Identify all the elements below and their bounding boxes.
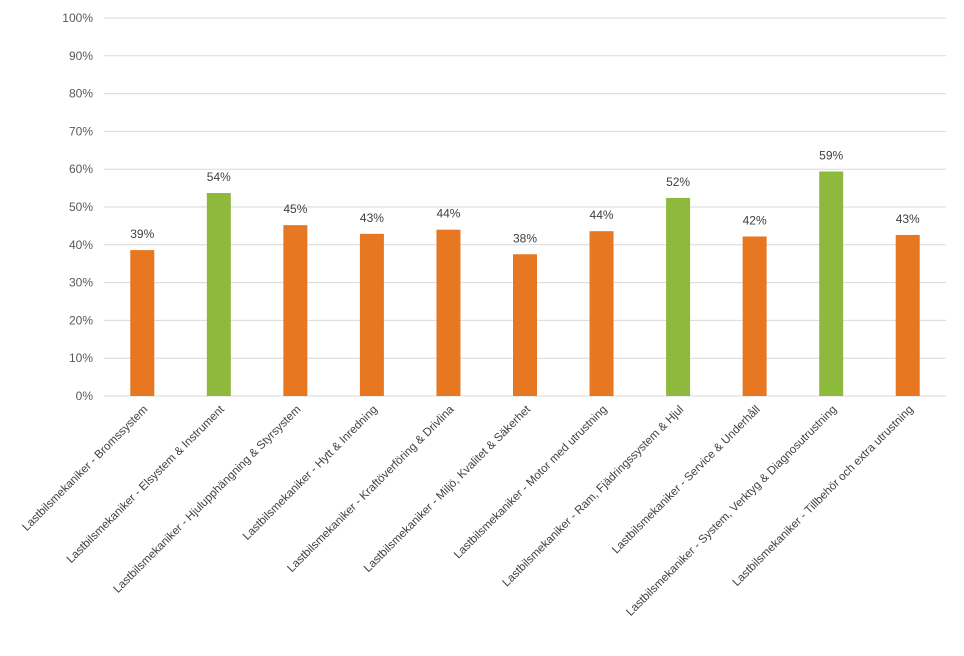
gridlines bbox=[104, 17, 946, 397]
x-category-label: Lastbilsmekaniker - Elsystem & Instrumen… bbox=[65, 403, 228, 566]
bar bbox=[130, 250, 155, 396]
x-category-label: Lastbilsmekaniker - Kraftöverföring & Dr… bbox=[285, 403, 457, 575]
data-label: 54% bbox=[207, 170, 231, 184]
y-tick-label: 60% bbox=[69, 162, 93, 176]
bar bbox=[513, 254, 537, 396]
x-axis-category-labels: Lastbilsmekaniker - BromssystemLastbilsm… bbox=[20, 403, 915, 619]
bar bbox=[666, 197, 691, 396]
data-label: 44% bbox=[590, 208, 614, 222]
x-category-label: Lastbilsmekaniker - Motor med utrustning bbox=[452, 404, 610, 562]
bar bbox=[283, 225, 308, 396]
data-label: 44% bbox=[436, 207, 460, 221]
bar bbox=[819, 171, 844, 396]
x-category-label: Lastbilsmekaniker - Service & Underhåll bbox=[610, 404, 763, 557]
bar bbox=[359, 233, 384, 396]
y-tick-label: 0% bbox=[76, 389, 94, 403]
x-category-label: Lastbilsmekaniker - Miljö, Kvalitet & Sä… bbox=[362, 403, 534, 575]
bar bbox=[436, 229, 461, 396]
y-tick-label: 80% bbox=[69, 87, 93, 101]
data-labels: 39% 54% 45% 43% 44% 38% 44% 52% 42% 59% 43% bbox=[130, 148, 920, 245]
data-label: 42% bbox=[743, 213, 767, 227]
y-axis-tick-labels: 0% 10% 20% 30% 40% 50% 60% 70% 80% 90% 100% bbox=[62, 11, 93, 403]
x-category-label: Lastbilsmekaniker - Bromssystem bbox=[20, 404, 150, 534]
bar bbox=[742, 236, 767, 396]
data-label: 43% bbox=[360, 211, 384, 225]
data-label: 59% bbox=[819, 148, 843, 162]
data-label: 52% bbox=[666, 175, 690, 189]
y-tick-label: 20% bbox=[69, 313, 93, 327]
bar bbox=[589, 231, 614, 396]
data-label: 39% bbox=[130, 227, 154, 241]
x-category-label: Lastbilsmekaniker - Ram, Fjädringssystem… bbox=[501, 404, 687, 590]
y-tick-label: 100% bbox=[62, 11, 93, 25]
y-tick-label: 40% bbox=[69, 238, 93, 252]
bar bbox=[895, 234, 920, 396]
y-tick-label: 70% bbox=[69, 124, 93, 138]
y-tick-label: 90% bbox=[69, 49, 93, 63]
bars bbox=[130, 171, 920, 396]
x-category-label: Lastbilsmekaniker - Hytt & Inredning bbox=[241, 404, 380, 543]
data-label: 38% bbox=[513, 231, 537, 245]
x-category-label: Lastbilsmekaniker - Tillbehör och extra … bbox=[731, 404, 916, 589]
y-tick-label: 50% bbox=[69, 200, 93, 214]
bar bbox=[206, 193, 231, 396]
data-label: 45% bbox=[283, 202, 307, 216]
data-label: 43% bbox=[896, 212, 920, 226]
y-tick-label: 30% bbox=[69, 276, 93, 290]
y-tick-label: 10% bbox=[69, 351, 93, 365]
